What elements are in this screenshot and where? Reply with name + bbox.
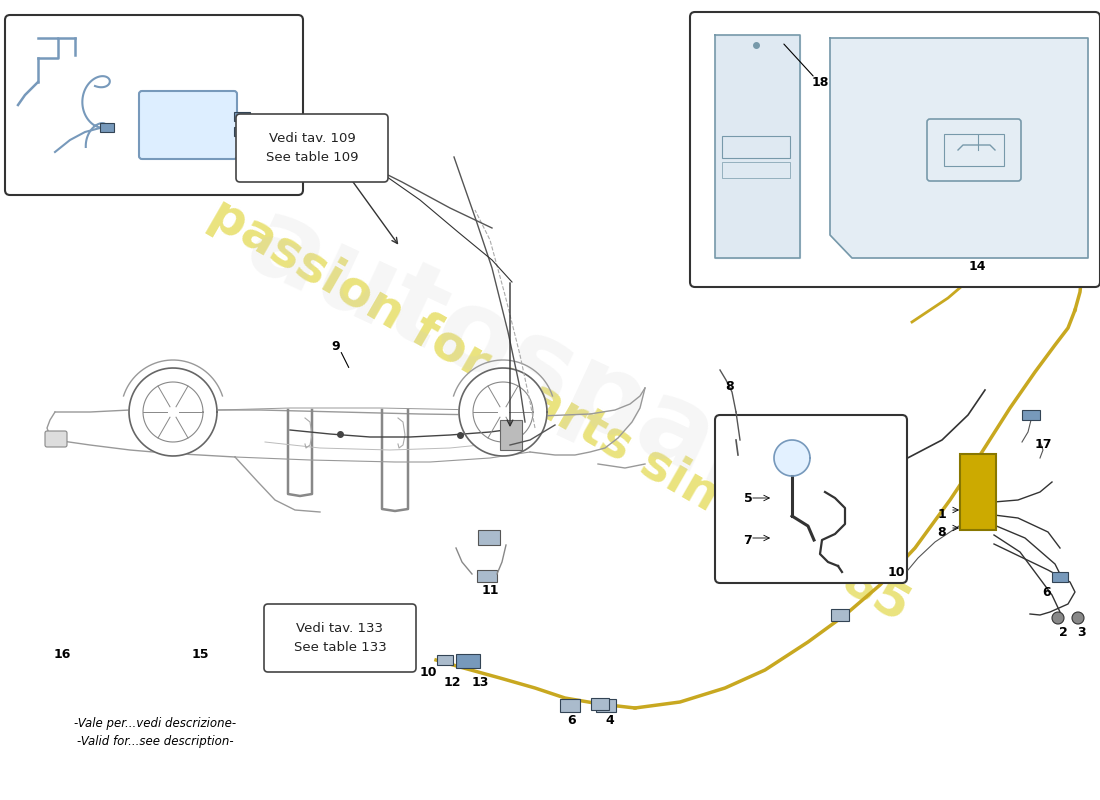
- Circle shape: [1052, 612, 1064, 624]
- Polygon shape: [830, 38, 1088, 258]
- Text: 17: 17: [1034, 438, 1052, 451]
- Bar: [1052, 572, 1068, 582]
- FancyBboxPatch shape: [236, 114, 388, 182]
- Text: 9: 9: [332, 341, 340, 354]
- Text: autosparts: autosparts: [230, 188, 890, 572]
- Polygon shape: [459, 368, 547, 456]
- Bar: [591, 698, 609, 710]
- Bar: [560, 699, 580, 712]
- Bar: [722, 162, 790, 178]
- Text: -Vale per...vedi descrizione-
-Valid for...see description-: -Vale per...vedi descrizione- -Valid for…: [74, 717, 236, 747]
- Bar: [234, 112, 250, 121]
- Bar: [500, 420, 522, 450]
- Bar: [478, 530, 500, 545]
- Text: 13: 13: [471, 675, 488, 689]
- Text: 6: 6: [568, 714, 576, 726]
- Bar: [944, 134, 1004, 166]
- FancyBboxPatch shape: [715, 415, 907, 583]
- Bar: [830, 609, 849, 621]
- Text: 18: 18: [812, 77, 828, 90]
- Text: 5: 5: [744, 491, 752, 505]
- Text: 16: 16: [53, 649, 70, 662]
- Text: 3: 3: [1078, 626, 1087, 639]
- Text: 8: 8: [726, 381, 735, 394]
- Bar: [437, 655, 453, 665]
- Text: 10: 10: [419, 666, 437, 678]
- Text: 8: 8: [937, 526, 946, 538]
- Bar: [234, 127, 250, 136]
- Bar: [477, 570, 497, 582]
- Text: 11: 11: [482, 583, 498, 597]
- Text: 15: 15: [191, 649, 209, 662]
- FancyBboxPatch shape: [264, 604, 416, 672]
- FancyBboxPatch shape: [45, 431, 67, 447]
- Bar: [722, 136, 790, 158]
- Text: passion for parts since 1985: passion for parts since 1985: [201, 189, 918, 631]
- Text: 6: 6: [1043, 586, 1052, 598]
- Text: 14: 14: [968, 261, 986, 274]
- FancyBboxPatch shape: [139, 91, 236, 159]
- Text: 4: 4: [606, 714, 615, 726]
- Bar: [596, 699, 616, 712]
- Bar: [456, 654, 480, 668]
- FancyBboxPatch shape: [960, 454, 996, 530]
- Polygon shape: [715, 35, 800, 258]
- Bar: [1022, 410, 1040, 420]
- Text: 7: 7: [744, 534, 752, 546]
- Text: Vedi tav. 133
See table 133: Vedi tav. 133 See table 133: [294, 622, 386, 654]
- FancyBboxPatch shape: [6, 15, 302, 195]
- Text: 10: 10: [888, 566, 904, 578]
- Bar: [100, 123, 114, 132]
- Text: 2: 2: [1058, 626, 1067, 639]
- Text: 12: 12: [443, 675, 461, 689]
- Circle shape: [1072, 612, 1084, 624]
- FancyBboxPatch shape: [690, 12, 1100, 287]
- Polygon shape: [129, 368, 217, 456]
- Text: Vedi tav. 109
See table 109: Vedi tav. 109 See table 109: [266, 132, 359, 164]
- Polygon shape: [774, 440, 810, 476]
- Text: 1: 1: [937, 507, 946, 521]
